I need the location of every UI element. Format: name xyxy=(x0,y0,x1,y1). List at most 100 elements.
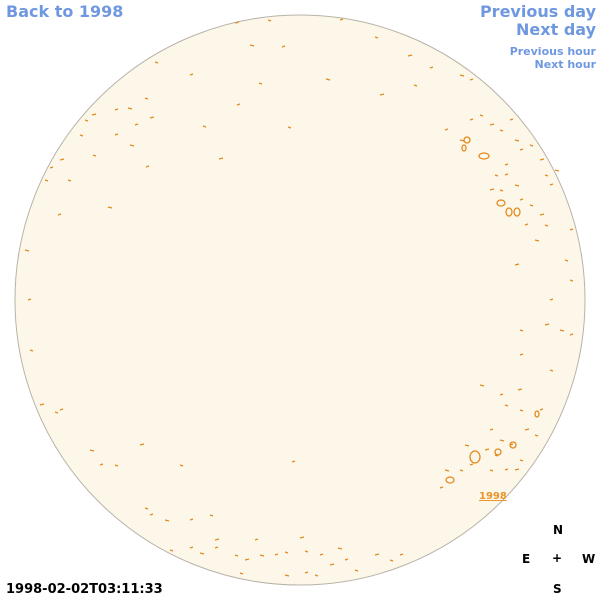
contour xyxy=(549,183,554,186)
previous-day-link[interactable]: Previous day xyxy=(479,2,596,21)
contour xyxy=(519,409,524,412)
contour xyxy=(509,441,517,449)
contour xyxy=(509,118,514,121)
contour xyxy=(459,469,464,472)
contour xyxy=(149,513,154,516)
contour xyxy=(499,129,504,132)
contour xyxy=(299,536,305,539)
contour xyxy=(329,563,335,566)
contour xyxy=(209,514,214,517)
active-regions xyxy=(24,18,574,577)
contour xyxy=(145,165,150,168)
contour xyxy=(239,572,244,575)
contour xyxy=(84,119,89,122)
contour xyxy=(374,553,380,556)
contour xyxy=(479,384,485,387)
contour xyxy=(267,19,272,22)
contour xyxy=(499,189,504,192)
contour xyxy=(134,123,139,126)
contour xyxy=(444,469,450,472)
contour xyxy=(519,353,524,356)
contour xyxy=(469,118,474,121)
contour xyxy=(214,546,219,549)
contour xyxy=(354,569,359,572)
contour xyxy=(389,559,394,562)
compass-east: E xyxy=(522,552,531,566)
contour xyxy=(469,450,481,464)
contour xyxy=(144,507,149,510)
solar-disk xyxy=(14,14,586,586)
contour xyxy=(534,434,539,437)
contour xyxy=(114,133,119,136)
contour xyxy=(129,144,135,147)
contour xyxy=(513,207,521,217)
contour xyxy=(444,128,449,131)
contour xyxy=(519,148,524,151)
region-label[interactable]: 1998 xyxy=(479,491,507,502)
contour xyxy=(339,18,344,21)
contour xyxy=(544,174,549,177)
contour xyxy=(89,449,95,452)
contour xyxy=(464,444,470,447)
contour xyxy=(539,213,545,216)
contour xyxy=(284,551,289,554)
contour xyxy=(461,144,467,152)
contour xyxy=(249,44,255,47)
contour xyxy=(139,443,145,446)
contour xyxy=(24,249,30,252)
contour xyxy=(199,552,205,555)
next-hour-link[interactable]: Next hour xyxy=(534,58,597,71)
contour xyxy=(459,139,465,142)
contour xyxy=(374,36,379,39)
contour xyxy=(564,259,569,262)
contour xyxy=(519,198,524,201)
contour xyxy=(304,550,309,553)
contour xyxy=(544,323,550,326)
contour xyxy=(107,206,113,209)
contour xyxy=(499,439,505,442)
contour xyxy=(407,54,413,57)
contour xyxy=(79,134,84,137)
contour xyxy=(169,549,174,552)
contour xyxy=(484,448,490,451)
contour xyxy=(439,486,444,489)
contour xyxy=(281,45,286,48)
contour xyxy=(127,107,133,110)
contour xyxy=(114,108,119,111)
timestamp: 1998-02-02T03:11:33 xyxy=(6,582,163,597)
contour xyxy=(529,204,534,207)
contour xyxy=(534,239,540,242)
next-day-link[interactable]: Next day xyxy=(516,20,596,39)
contour xyxy=(234,554,239,557)
contour xyxy=(519,459,524,462)
contour xyxy=(478,152,490,160)
contour xyxy=(569,228,574,231)
contour xyxy=(27,298,32,301)
contour xyxy=(544,224,549,227)
contour xyxy=(519,329,524,332)
contour xyxy=(504,163,509,166)
contour xyxy=(29,349,34,352)
contour xyxy=(284,574,290,577)
previous-hour-link[interactable]: Previous hour xyxy=(509,45,596,58)
contour xyxy=(489,123,495,126)
contour xyxy=(463,136,471,144)
contour xyxy=(291,460,296,463)
contour xyxy=(99,463,104,466)
contour xyxy=(149,116,155,119)
contour xyxy=(539,158,545,161)
contour xyxy=(164,519,170,522)
contour xyxy=(144,97,149,100)
contour xyxy=(514,184,520,187)
contour xyxy=(504,468,509,471)
contour xyxy=(489,188,495,191)
contour xyxy=(559,329,565,332)
contour xyxy=(514,263,520,266)
contour xyxy=(92,154,97,157)
back-link[interactable]: Back to 1998 xyxy=(6,2,124,21)
contour xyxy=(489,469,494,472)
contour xyxy=(154,61,159,64)
contour xyxy=(189,518,194,521)
contour xyxy=(469,78,474,81)
